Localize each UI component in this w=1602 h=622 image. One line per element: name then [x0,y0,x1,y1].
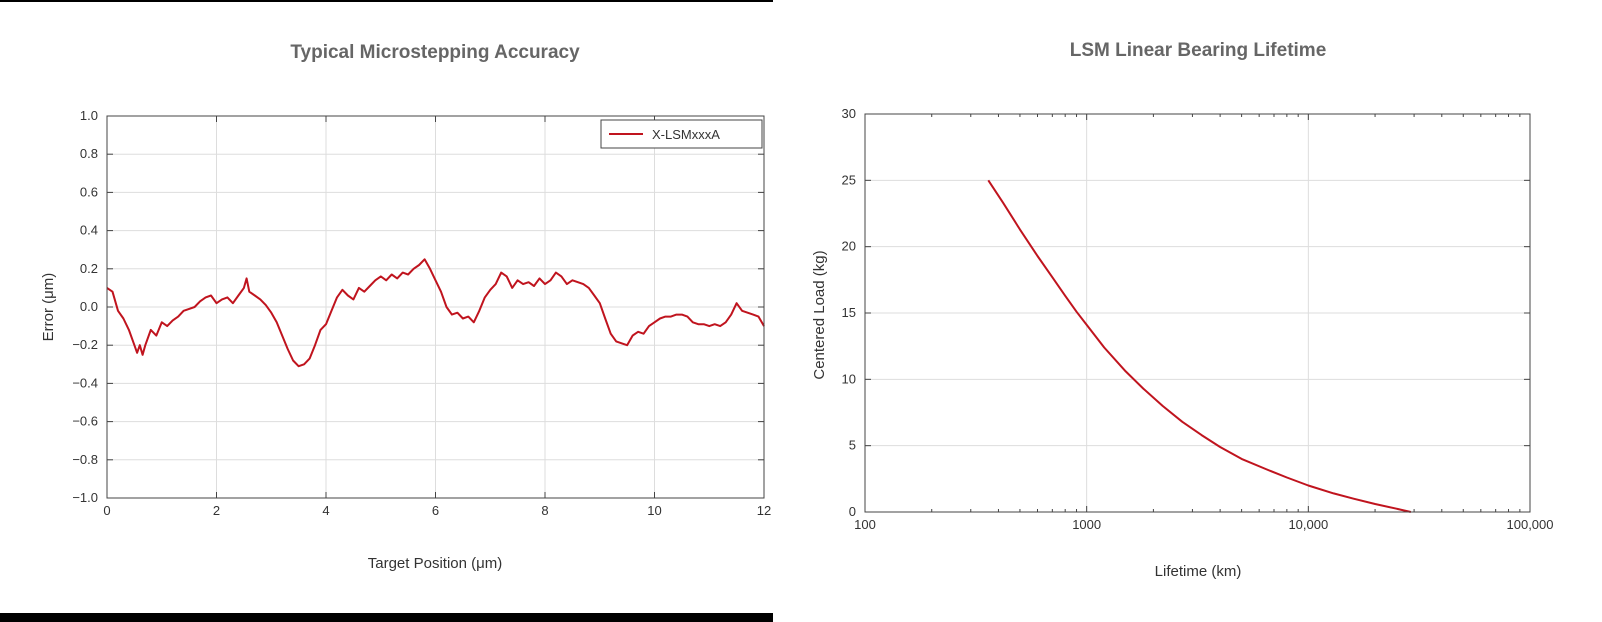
chart2-y-tick-label: 30 [842,106,856,121]
chart2-y-tick-label: 15 [842,305,856,320]
chart1-y-tick-label: −1.0 [72,490,98,505]
top-border-bar [0,0,773,2]
chart2-title: LSM Linear Bearing Lifetime [1070,40,1327,61]
chart2-y-tick-label: 20 [842,239,856,254]
chart1-y-tick-label: −0.6 [72,414,98,429]
chart1-grid [107,116,764,498]
chart1-x-tick-label: 6 [432,503,439,518]
chart1-y-tick-label: 0.8 [80,146,98,161]
chart2-y-tick-label: 5 [849,438,856,453]
chart2-x-tick-label: 10,000 [1288,517,1328,532]
chart2-x-tick-label: 100 [854,517,876,532]
chart1-y-axis-label: Error (μm) [40,273,57,342]
chart2-grid [865,114,1530,512]
chart1-ticks: 0 2 4 6 8 10 12 −1.0 −0.8 −0.6 −0.4 −0.2 0.0 0.2 0.4 0.… [72,108,771,518]
chart2-y-axis-label: Centered Load (kg) [811,250,828,379]
chart1-y-tick-label: 0.4 [80,223,98,238]
chart1-y-tick-label: 1.0 [80,108,98,123]
chart1-legend-label: X-LSMxxxA [652,127,720,142]
chart2-x-tick-label: 1000 [1072,517,1101,532]
chart1-x-tick-label: 12 [757,503,771,518]
chart1-x-tick-label: 2 [213,503,220,518]
chart2-y-tick-label: 0 [849,504,856,519]
chart1-x-tick-label: 10 [647,503,661,518]
chart1-y-tick-label: −0.2 [72,337,98,352]
chart2-series-line-0 [987,179,1412,513]
chart1-series [106,258,765,368]
chart2-y-tick-label: 25 [842,172,856,187]
chart1-y-tick-label: 0.2 [80,261,98,276]
chart-bearing-lifetime: LSM Linear Bearing Lifetime 100 1000 10,00… [811,40,1554,580]
chart2-x-tick-label: 100,000 [1507,517,1554,532]
chart1-y-tick-label: 0.0 [80,299,98,314]
bottom-border-bar [0,613,773,622]
chart-microstepping-accuracy: Typical Microstepping Accuracy 0 2 4 6 8 10 12… [40,42,771,572]
chart2-series [987,179,1412,513]
chart1-y-tick-label: −0.8 [72,452,98,467]
chart2-x-axis-label: Lifetime (km) [1155,563,1242,580]
chart1-x-tick-label: 8 [541,503,548,518]
chart2-y-tick-label: 10 [842,371,856,386]
chart1-x-tick-label: 0 [103,503,110,518]
chart1-x-axis-label: Target Position (μm) [368,555,503,572]
chart2-ticks: 100 1000 10,000 100,000 0 5 10 15 20 25 30 [842,106,1554,532]
chart1-y-tick-label: 0.6 [80,184,98,199]
chart1-legend: X-LSMxxxA [600,119,763,149]
chart1-y-tick-label: −0.4 [72,375,98,390]
chart1-x-tick-label: 4 [322,503,329,518]
chart1-series-line-0 [106,258,765,368]
chart1-title: Typical Microstepping Accuracy [290,42,580,63]
